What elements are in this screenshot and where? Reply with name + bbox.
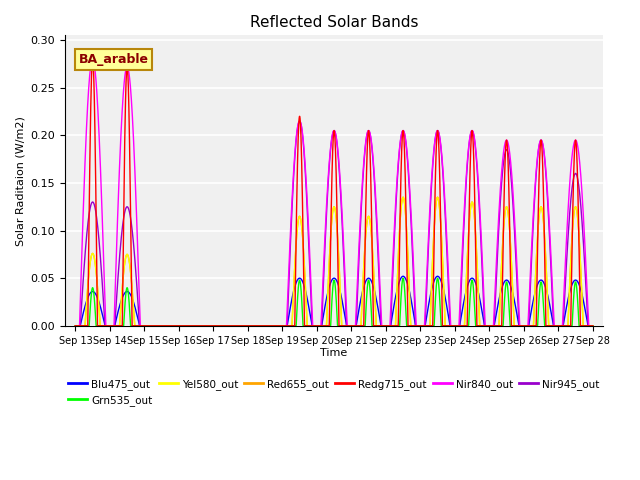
Title: Reflected Solar Bands: Reflected Solar Bands bbox=[250, 15, 419, 30]
Text: BA_arable: BA_arable bbox=[79, 53, 148, 66]
Y-axis label: Solar Raditaion (W/m2): Solar Raditaion (W/m2) bbox=[15, 116, 25, 245]
Legend: Blu475_out, Grn535_out, Yel580_out, Red655_out, Redg715_out, Nir840_out, Nir945_: Blu475_out, Grn535_out, Yel580_out, Red6… bbox=[64, 374, 604, 410]
X-axis label: Time: Time bbox=[321, 348, 348, 358]
